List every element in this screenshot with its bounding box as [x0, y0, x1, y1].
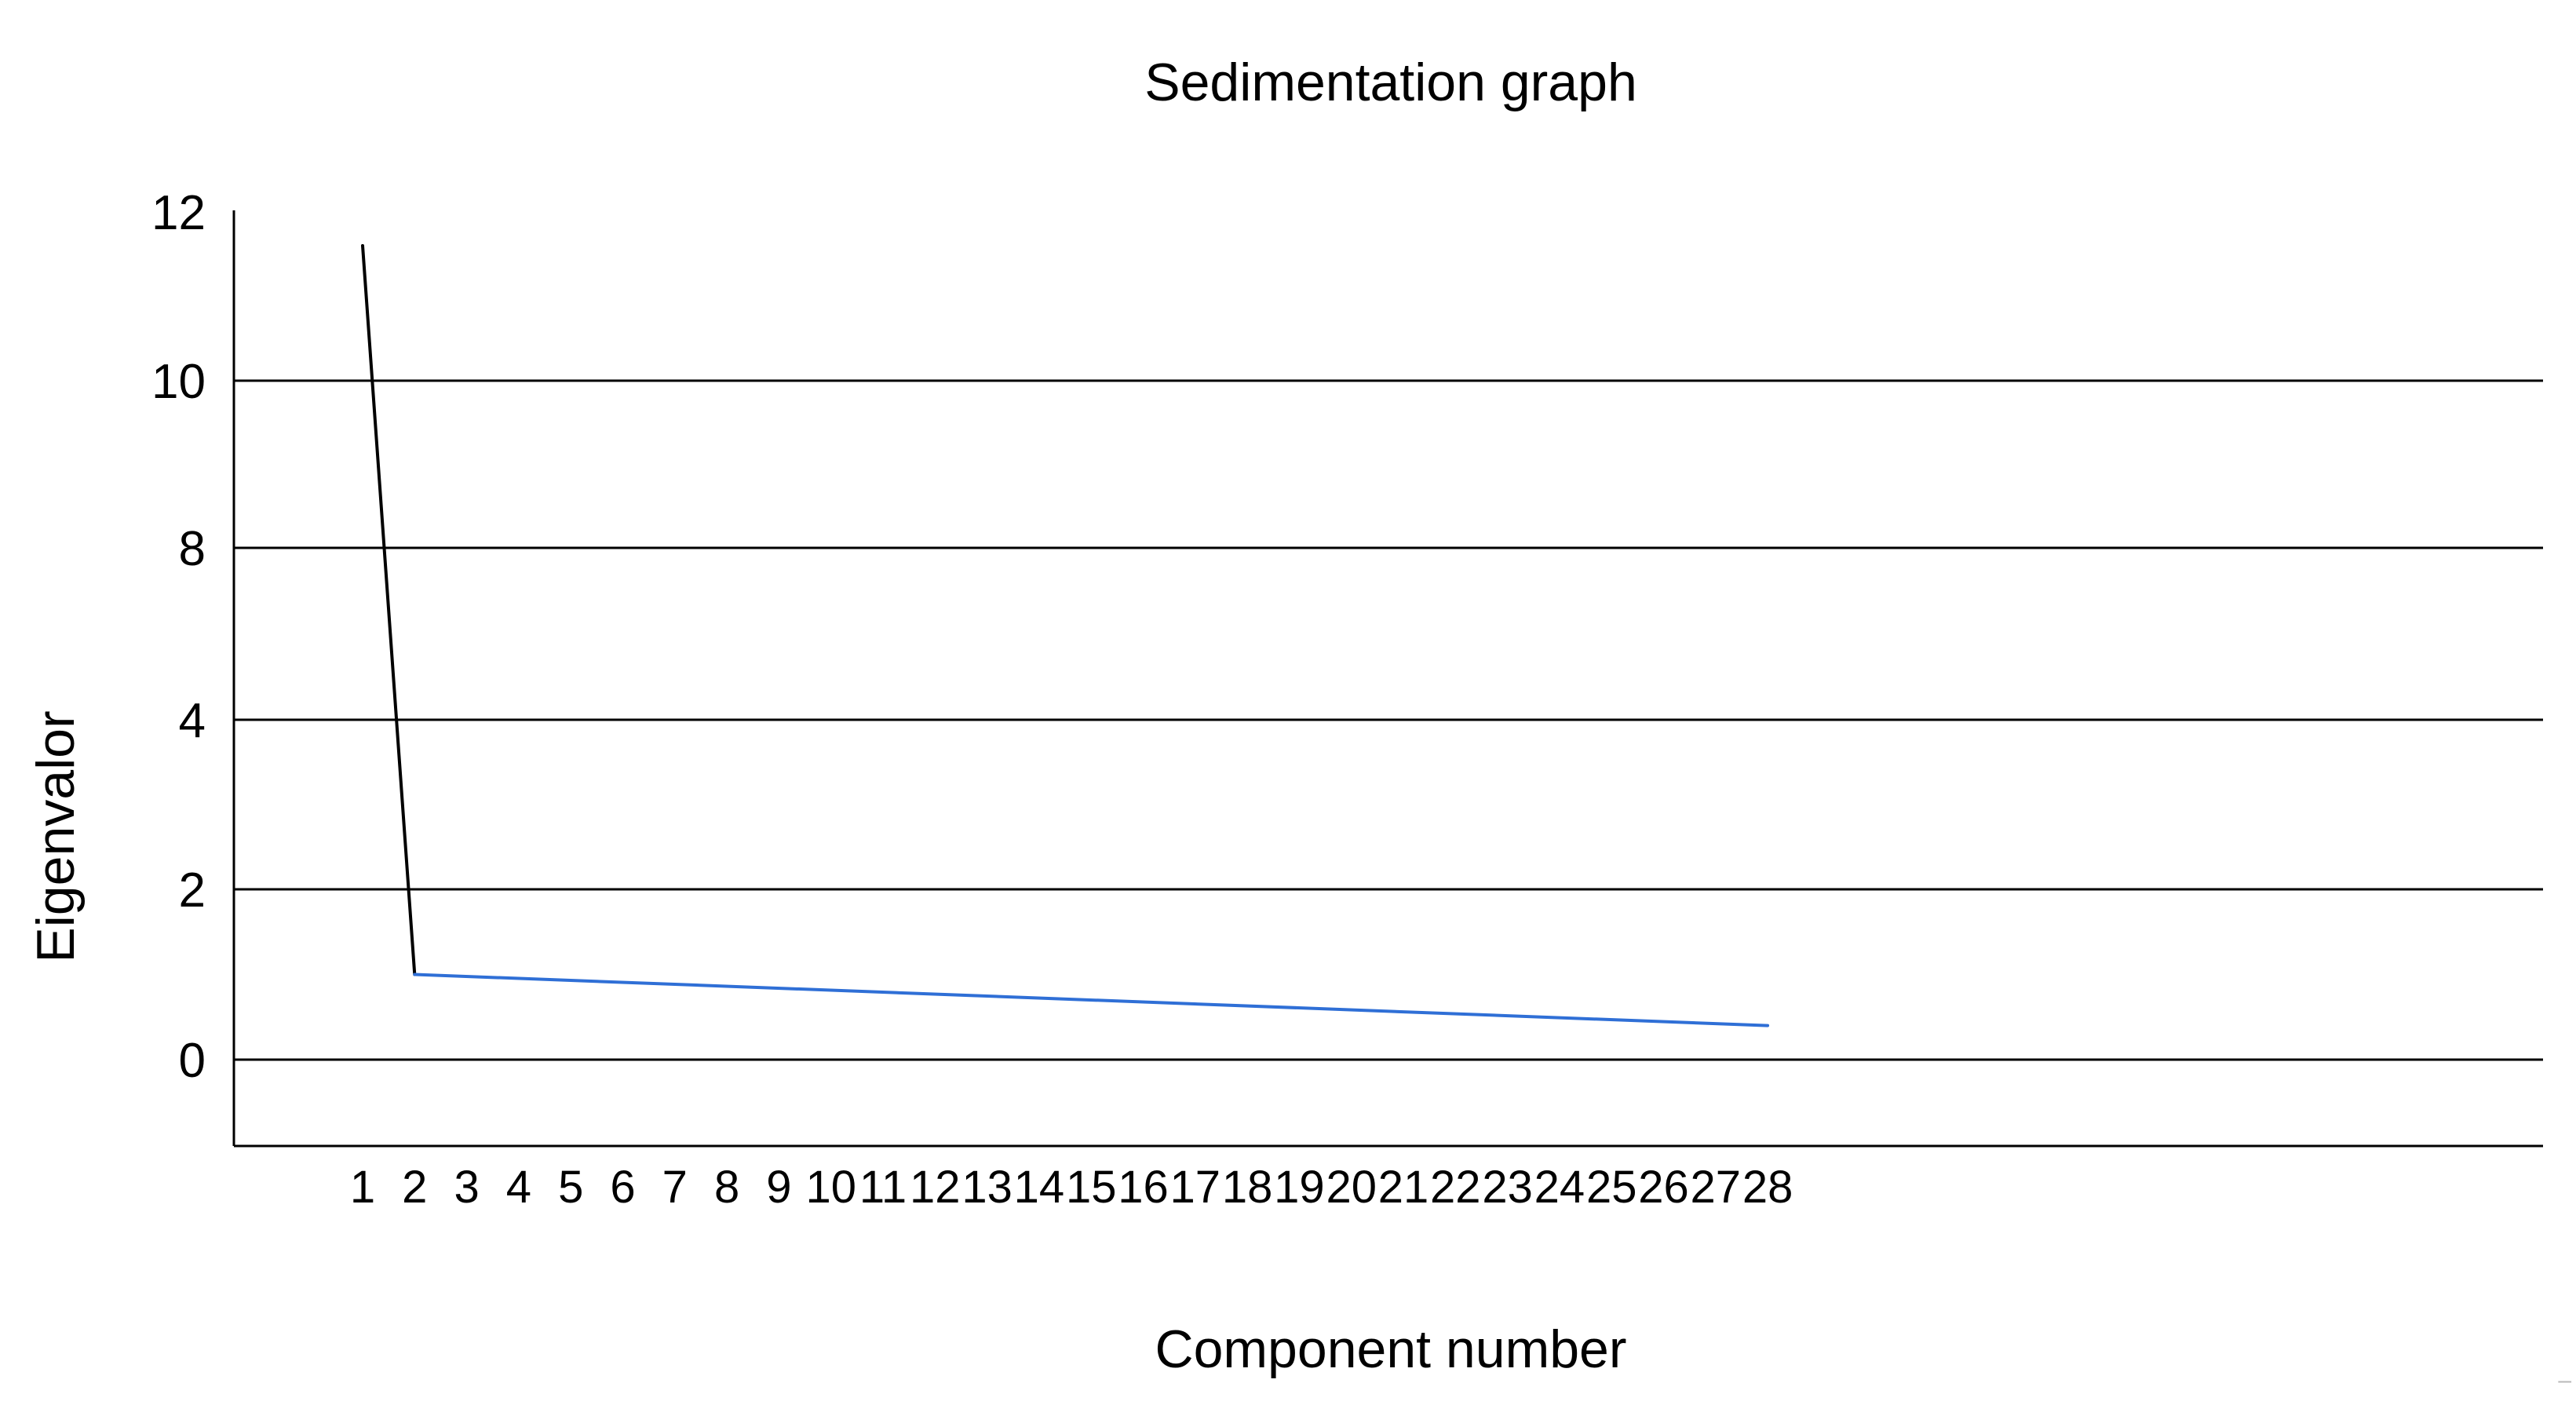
- y-tick-label-4: 4: [179, 694, 206, 748]
- x-tick-label-7: 7: [662, 1162, 688, 1213]
- x-axis-label: Component number: [1155, 1319, 1626, 1379]
- axes: [232, 210, 2543, 1148]
- y-tick-label-0: 0: [179, 1034, 206, 1088]
- y-tick-label-12: 12: [151, 186, 206, 240]
- x-tick-label-8: 8: [714, 1162, 739, 1213]
- x-tick-label-26: 26: [1638, 1162, 1689, 1213]
- x-tick-label-10: 10: [805, 1162, 856, 1213]
- x-tick-label-21: 21: [1378, 1162, 1429, 1213]
- x-tick-label-4: 4: [506, 1162, 531, 1213]
- x-tick-label-18: 18: [1222, 1162, 1273, 1213]
- x-tick-label-12: 12: [910, 1162, 961, 1213]
- corner-mark: –: [2558, 1367, 2571, 1393]
- x-tick-label-15: 15: [1066, 1162, 1117, 1213]
- x-tick-label-19: 19: [1274, 1162, 1325, 1213]
- x-tick-label-14: 14: [1014, 1162, 1065, 1213]
- x-tick-label-6: 6: [610, 1162, 635, 1213]
- x-tick-label-2: 2: [402, 1162, 427, 1213]
- y-tick-label-8: 8: [179, 522, 206, 576]
- series-lines: [361, 244, 1770, 1027]
- x-tick-label-3: 3: [454, 1162, 479, 1213]
- series-line-1: [361, 244, 417, 976]
- y-tick-labels: 0 2 4 8 10 12: [151, 186, 206, 1088]
- x-tick-label-22: 22: [1430, 1162, 1481, 1213]
- x-tick-label-28: 28: [1742, 1162, 1793, 1213]
- chart-title: Sedimentation graph: [1144, 53, 1637, 112]
- x-tick-label-24: 24: [1534, 1162, 1585, 1213]
- x-tick-label-5: 5: [558, 1162, 583, 1213]
- y-axis-label: Eigenvalor: [26, 710, 86, 962]
- x-tick-label-17: 17: [1170, 1162, 1221, 1213]
- x-tick-label-9: 9: [766, 1162, 791, 1213]
- y-tick-label-2: 2: [179, 863, 206, 918]
- x-tick-label-25: 25: [1586, 1162, 1637, 1213]
- x-tick-label-11: 11: [859, 1162, 907, 1213]
- x-tick-label-16: 16: [1118, 1162, 1169, 1213]
- series-line-2: [413, 973, 1770, 1027]
- x-tick-label-27: 27: [1691, 1162, 1742, 1213]
- x-tick-label-20: 20: [1326, 1162, 1377, 1213]
- x-tick-labels: 1 2 3 4 5 6 7 8 9 10 11 12 13 14 15 16 17 18 19 20 21 22 23 24 2…: [350, 1162, 1793, 1213]
- gridlines: [234, 379, 2543, 1061]
- x-tick-label-13: 13: [961, 1162, 1013, 1213]
- y-tick-label-10: 10: [151, 355, 206, 409]
- x-tick-label-1: 1: [350, 1162, 375, 1213]
- x-tick-label-23: 23: [1482, 1162, 1533, 1213]
